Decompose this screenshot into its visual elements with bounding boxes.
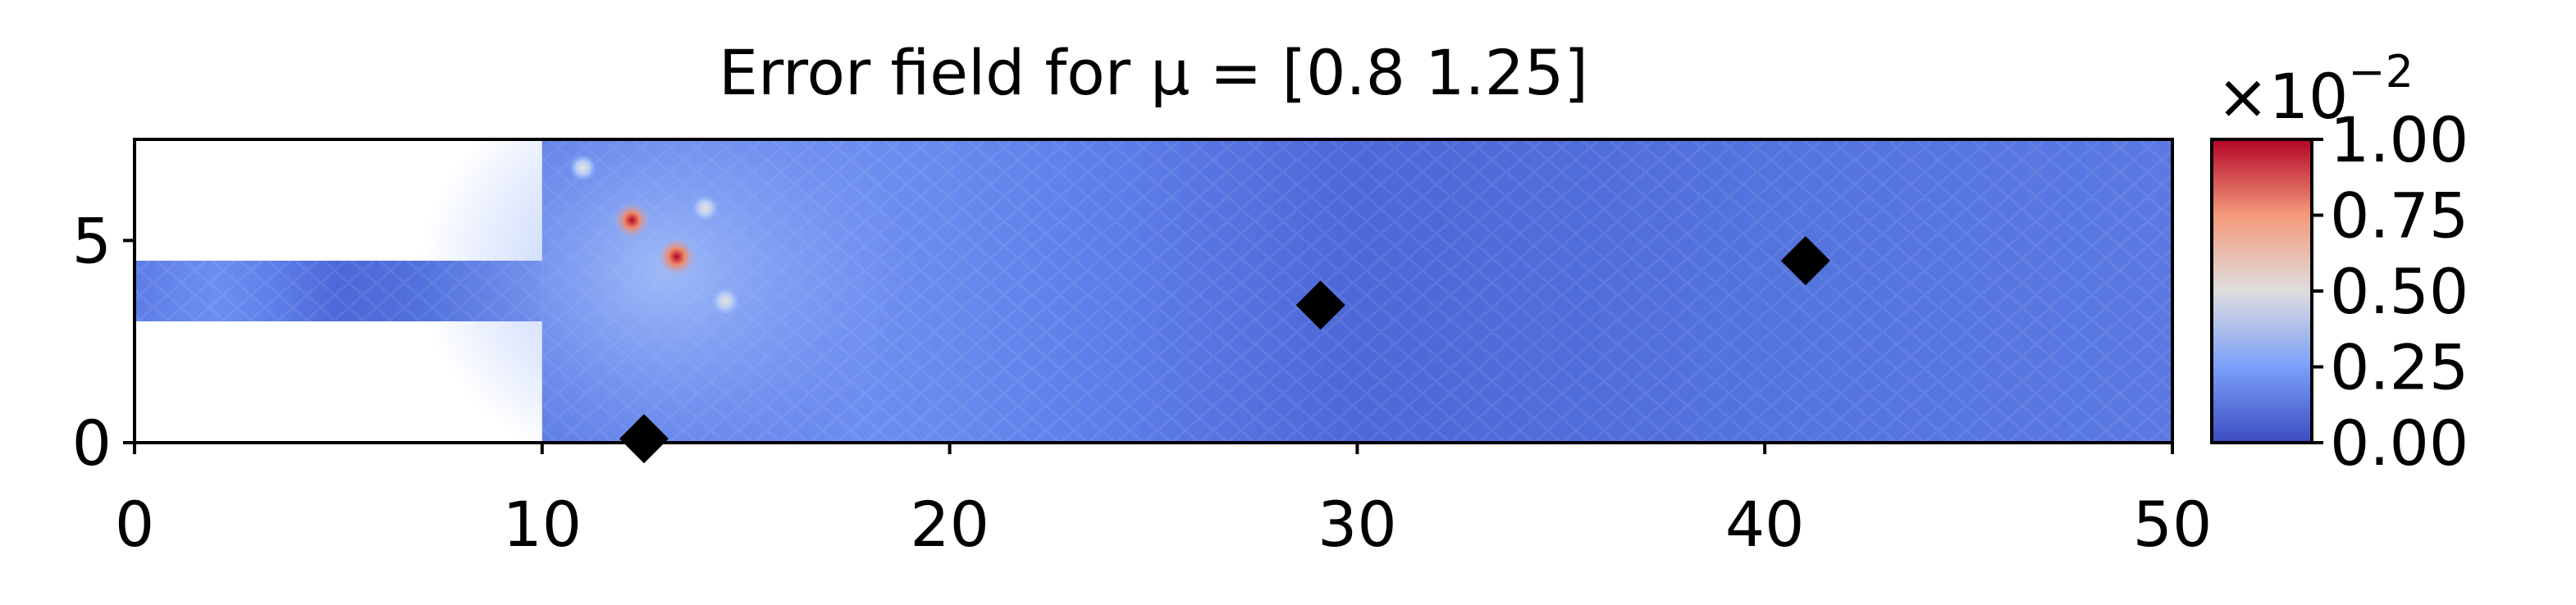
- x-tick-label: 50: [2133, 488, 2213, 561]
- y-tick-label: 5: [72, 204, 112, 277]
- colorbar-tick-label: 0.75: [2330, 180, 2469, 252]
- colorbar-tick-label: 0.00: [2330, 407, 2469, 480]
- x-tick-label: 10: [502, 488, 582, 561]
- marker-diamond: [619, 414, 669, 464]
- error-hotspot: [612, 201, 651, 240]
- marker-diamond: [1780, 236, 1830, 285]
- marker-diamond: [1295, 280, 1345, 330]
- junction-halo: [419, 139, 909, 443]
- x-tick-label: 0: [115, 488, 154, 561]
- x-tick-label: 20: [910, 488, 989, 561]
- chart-title: Error field for μ = [0.8 1.25]: [719, 36, 1588, 109]
- colorbar-multiplier: ×10: [2217, 60, 2348, 133]
- colorbar: [2210, 138, 2313, 444]
- error-field-domain: [135, 139, 2172, 443]
- y-tick-label: 0: [72, 407, 112, 480]
- error-hotspot: [655, 235, 697, 278]
- markers: [619, 236, 1830, 464]
- colorbar-exponent: −2: [2348, 46, 2414, 98]
- error-hotspot: [569, 154, 596, 181]
- colorbar-scale-label: ×10−2: [2217, 46, 2414, 133]
- error-hotspots: [569, 154, 740, 316]
- colorbar-tick-label: 0.50: [2330, 255, 2469, 328]
- error-hotspot: [711, 287, 740, 316]
- colorbar-ticks: 0.000.250.500.751.00: [2312, 103, 2469, 480]
- error-hotspot: [692, 194, 719, 222]
- colorbar-tick-label: 1.00: [2330, 103, 2469, 176]
- x-axis-ticks: 0 10 20 30 40 50: [115, 443, 2213, 561]
- x-tick-label: 40: [1725, 488, 1805, 561]
- x-tick-label: 30: [1318, 488, 1397, 561]
- y-axis-ticks: 05: [72, 204, 135, 480]
- colorbar-tick-label: 0.25: [2330, 331, 2469, 404]
- plot-frame: [133, 138, 2174, 444]
